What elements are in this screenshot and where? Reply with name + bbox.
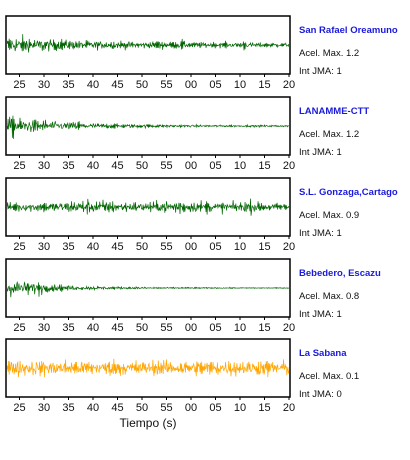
x-tick-label: 00 <box>185 160 197 172</box>
x-tick-label: 40 <box>87 402 99 414</box>
x-tick-label: 00 <box>185 322 197 334</box>
x-tick-label: 10 <box>234 402 246 414</box>
x-tick-label: 55 <box>160 160 172 172</box>
int-jma-label: Int JMA: 1 <box>299 66 342 77</box>
x-tick-label: 45 <box>111 160 123 172</box>
x-tick-label: 40 <box>87 79 99 91</box>
x-tick-label: 10 <box>234 79 246 91</box>
x-tick-label: 05 <box>209 79 221 91</box>
x-tick-label: 55 <box>160 402 172 414</box>
waveform-line <box>7 281 289 298</box>
x-tick-label: 20 <box>283 241 295 253</box>
x-tick-label: 05 <box>209 402 221 414</box>
x-tick-label: 15 <box>258 160 270 172</box>
panel-4: 25 30 35 40 45 50 55 00 05 10 15 20 Bebedero, Escazu… <box>5 258 381 334</box>
x-tick-label: 45 <box>111 241 123 253</box>
x-tick-label: 50 <box>136 402 148 414</box>
x-tick-label: 30 <box>38 79 50 91</box>
x-tick-label: 30 <box>38 402 50 414</box>
x-tick-label: 30 <box>38 160 50 172</box>
x-tick-label: 25 <box>13 79 25 91</box>
x-tick-label: 25 <box>13 322 25 334</box>
acel-max-label: Acel. Max. 0.8 <box>299 291 359 302</box>
x-tick-label: 20 <box>283 402 295 414</box>
x-tick-label: 05 <box>209 160 221 172</box>
station-name: Bebedero, Escazu <box>299 268 381 279</box>
int-jma-label: Int JMA: 0 <box>299 389 342 400</box>
x-tick-label: 05 <box>209 241 221 253</box>
station-name: LANAMME-CTT <box>299 106 369 117</box>
x-tick-label: 15 <box>258 79 270 91</box>
x-tick-label: 10 <box>234 241 246 253</box>
x-tick-label: 20 <box>283 322 295 334</box>
x-tick-label: 50 <box>136 322 148 334</box>
waveform-line <box>7 358 289 378</box>
acel-max-label: Acel. Max. 1.2 <box>299 48 359 59</box>
x-tick-label: 15 <box>258 322 270 334</box>
x-tick-label: 50 <box>136 241 148 253</box>
panel-5: 25 30 35 40 45 50 55 00 05 10 15 20 La Sabana Acel. M… <box>5 338 359 414</box>
x-tick-label: 20 <box>283 79 295 91</box>
x-tick-label: 20 <box>283 160 295 172</box>
panel-3: 25 30 35 40 45 50 55 00 05 10 15 20 S.L. Gonzaga,Car… <box>5 177 398 253</box>
station-name: S.L. Gonzaga,Cartago <box>299 187 398 198</box>
x-axis-label: Tiempo (s) <box>120 416 177 430</box>
panel-2: 25 30 35 40 45 50 55 00 05 10 15 20 LANAMME-CTT Acel.… <box>5 96 369 172</box>
int-jma-label: Int JMA: 1 <box>299 147 342 158</box>
x-tick-label: 35 <box>62 241 74 253</box>
x-tick-label: 25 <box>13 402 25 414</box>
x-tick-label: 50 <box>136 160 148 172</box>
x-tick-label: 10 <box>234 160 246 172</box>
x-tick-label: 25 <box>13 241 25 253</box>
x-tick-label: 00 <box>185 402 197 414</box>
int-jma-label: Int JMA: 1 <box>299 228 342 239</box>
x-tick-label: 40 <box>87 322 99 334</box>
x-tick-label: 50 <box>136 79 148 91</box>
x-tick-label: 00 <box>185 241 197 253</box>
x-tick-label: 55 <box>160 322 172 334</box>
panel-1: 25 30 35 40 45 50 55 00 05 10 15 20 San Rafael Oream… <box>5 15 398 91</box>
waveform-line <box>7 34 289 53</box>
x-tick-label: 05 <box>209 322 221 334</box>
x-tick-label: 45 <box>111 402 123 414</box>
acel-max-label: Acel. Max. 0.1 <box>299 371 359 382</box>
x-tick-label: 35 <box>62 160 74 172</box>
x-tick-label: 55 <box>160 241 172 253</box>
x-tick-label: 55 <box>160 79 172 91</box>
x-tick-label: 15 <box>258 402 270 414</box>
int-jma-label: Int JMA: 1 <box>299 309 342 320</box>
waveform-line <box>7 115 289 139</box>
waveform-line <box>7 198 289 216</box>
acel-max-label: Acel. Max. 0.9 <box>299 210 359 221</box>
x-tick-label: 10 <box>234 322 246 334</box>
x-tick-label: 45 <box>111 79 123 91</box>
x-tick-label: 35 <box>62 79 74 91</box>
x-tick-label: 45 <box>111 322 123 334</box>
station-name: San Rafael Oreamuno <box>299 25 398 36</box>
x-tick-label: 35 <box>62 402 74 414</box>
x-tick-label: 40 <box>87 241 99 253</box>
x-tick-label: 15 <box>258 241 270 253</box>
x-tick-label: 00 <box>185 79 197 91</box>
x-tick-label: 30 <box>38 241 50 253</box>
x-tick-label: 30 <box>38 322 50 334</box>
acel-max-label: Acel. Max. 1.2 <box>299 129 359 140</box>
x-tick-label: 40 <box>87 160 99 172</box>
x-tick-label: 35 <box>62 322 74 334</box>
station-name: La Sabana <box>299 348 347 359</box>
x-tick-label: 25 <box>13 160 25 172</box>
